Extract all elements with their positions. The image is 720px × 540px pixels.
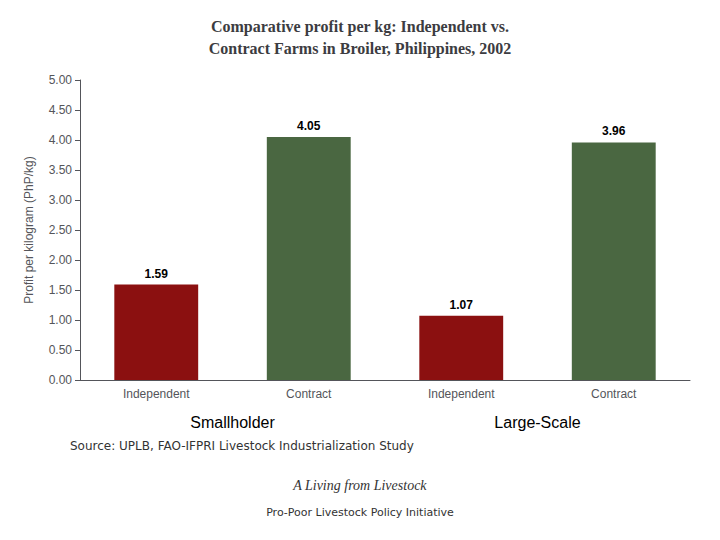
- svg-text:3.50: 3.50: [49, 163, 73, 177]
- svg-text:2.50: 2.50: [49, 223, 73, 237]
- svg-text:4.50: 4.50: [49, 103, 73, 117]
- svg-text:5.00: 5.00: [49, 73, 73, 87]
- svg-text:1.59: 1.59: [145, 267, 169, 281]
- svg-text:3.00: 3.00: [49, 193, 73, 207]
- svg-text:A Living from Livestock: A Living from Livestock: [292, 478, 427, 493]
- svg-text:2.00: 2.00: [49, 253, 73, 267]
- svg-text:1.00: 1.00: [49, 313, 73, 327]
- svg-text:Contract: Contract: [591, 387, 637, 401]
- svg-text:Comparative profit per kg: Ind: Comparative profit per kg: Independent v…: [211, 18, 509, 36]
- svg-text:1.07: 1.07: [450, 298, 474, 312]
- svg-text:Source: UPLB, FAO-IFPRI Livest: Source: UPLB, FAO-IFPRI Livestock Indust…: [70, 439, 414, 453]
- svg-text:Large-Scale: Large-Scale: [494, 414, 580, 431]
- svg-text:0.50: 0.50: [49, 343, 73, 357]
- svg-text:Pro-Poor Livestock Policy Init: Pro-Poor Livestock Policy Initiative: [266, 506, 454, 519]
- svg-text:3.96: 3.96: [602, 124, 626, 138]
- svg-text:4.00: 4.00: [49, 133, 73, 147]
- svg-text:Independent: Independent: [428, 387, 495, 401]
- svg-text:Contract: Contract: [286, 387, 332, 401]
- svg-text:Profit per kilogram (PhP/kg): Profit per kilogram (PhP/kg): [22, 156, 36, 303]
- svg-text:Independent: Independent: [123, 387, 190, 401]
- svg-text:Contract Farms in Broiler, Phi: Contract Farms in Broiler, Philippines, …: [209, 40, 512, 58]
- svg-text:0.00: 0.00: [49, 373, 73, 387]
- svg-text:1.50: 1.50: [49, 283, 73, 297]
- svg-text:Smallholder: Smallholder: [190, 414, 275, 431]
- svg-text:4.05: 4.05: [297, 119, 321, 133]
